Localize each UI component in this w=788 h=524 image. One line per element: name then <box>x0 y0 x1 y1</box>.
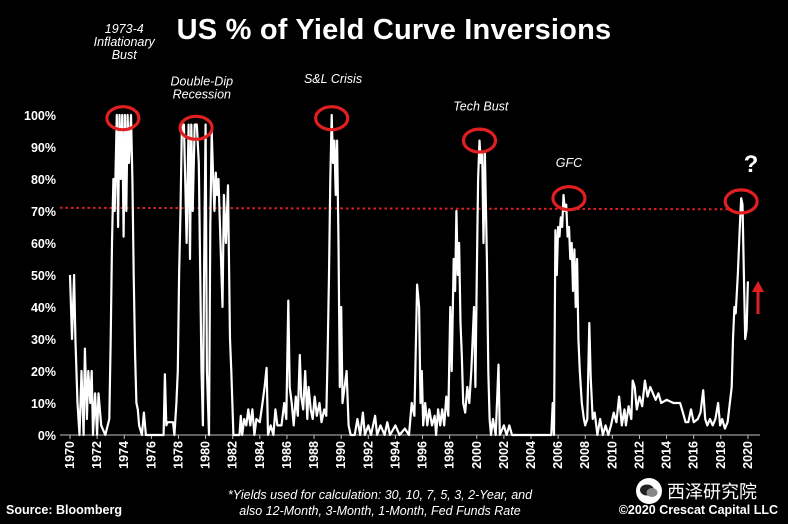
x-tick-label: 1990 <box>334 441 348 469</box>
x-tick-label: 1980 <box>199 441 213 469</box>
x-tick-label: 2014 <box>660 441 674 469</box>
footnote: *Yields used for calculation: 30, 10, 7,… <box>205 487 555 519</box>
x-tick-label: 2004 <box>524 441 538 469</box>
x-tick-label: 1992 <box>361 441 375 469</box>
question-mark: ? <box>744 151 759 178</box>
rising-arrow <box>752 281 764 314</box>
footnote-line-2: also 12-Month, 3-Month, 1-Month, Fed Fun… <box>239 504 521 518</box>
y-tick-label: 100% <box>24 109 56 123</box>
annotation-label: Bust <box>112 48 138 62</box>
x-tick-label: 1976 <box>144 441 158 469</box>
x-tick-label: 1996 <box>416 441 430 469</box>
highlight-circle <box>105 105 141 132</box>
highlight-circle <box>314 105 350 132</box>
annotation-label: GFC <box>556 156 583 170</box>
x-tick-label: 2002 <box>497 441 511 469</box>
x-tick-label: 1972 <box>90 441 104 469</box>
annotation-label: Double-Dip <box>171 75 234 89</box>
copyright-label: ©2020 Crescat Capital LLC <box>618 503 778 517</box>
x-tick-label: 2016 <box>687 441 701 469</box>
x-tick-label: 1988 <box>307 441 321 469</box>
y-tick-label: 70% <box>31 205 56 219</box>
threshold-line-group <box>59 206 733 211</box>
y-tick-label: 40% <box>31 301 56 315</box>
x-tick-label: 1986 <box>280 441 294 469</box>
annotation-label: S&L Crisis <box>304 72 362 86</box>
x-tick-label: 1970 <box>63 441 77 469</box>
y-tick-label: 60% <box>31 237 56 251</box>
highlight-circle <box>551 185 587 212</box>
x-tick-label: 2018 <box>714 441 728 469</box>
x-tick-label: 1998 <box>443 441 457 469</box>
y-tick-label: 10% <box>31 397 56 411</box>
annotation-label: Inflationary <box>94 35 156 49</box>
wechat-logo-icon <box>636 478 662 504</box>
threshold-line <box>59 206 733 211</box>
x-tick-label: 2008 <box>578 441 592 469</box>
x-tick-label: 1978 <box>171 441 185 469</box>
footnote-line-1: *Yields used for calculation: 30, 10, 7,… <box>227 488 533 502</box>
y-tick-label: 0% <box>38 429 56 443</box>
y-tick-label: 30% <box>31 333 56 347</box>
annotation-label: Recession <box>173 88 231 102</box>
y-tick-label: 20% <box>31 365 56 379</box>
annotation-label: Tech Bust <box>453 100 509 114</box>
x-tick-label: 2006 <box>551 441 565 469</box>
highlight-circle <box>461 127 498 154</box>
x-tick-label: 2020 <box>741 441 755 469</box>
highlight-circle <box>723 188 759 215</box>
x-tick-label: 2000 <box>470 441 484 469</box>
watermark-text: 西泽研究院 <box>667 482 757 503</box>
series-line <box>68 113 749 437</box>
x-tick-label: 1994 <box>388 441 402 469</box>
y-tick-label: 90% <box>31 141 56 155</box>
series-group <box>68 113 749 437</box>
x-tick-label: 1982 <box>226 441 240 469</box>
source-label: Source: Bloomberg <box>6 503 122 517</box>
annotation-label: 1973-4 <box>105 22 144 36</box>
highlight-circles <box>105 105 759 215</box>
x-tick-label: 2010 <box>605 441 619 469</box>
chart-title: US % of Yield Curve Inversions <box>176 14 612 46</box>
watermark: 西泽研究院 <box>636 478 757 504</box>
y-tick-label: 50% <box>31 269 56 283</box>
y-tick-label: 80% <box>31 173 56 187</box>
highlight-circle <box>178 114 214 141</box>
chart-axes: 0% 10% 20% 30% 40% 50% 60% 70% 80% 90% 100% 1970 197… <box>24 109 760 469</box>
x-tick-label: 1984 <box>253 441 267 469</box>
x-tick-label: 1974 <box>117 441 131 469</box>
x-tick-label: 2012 <box>632 441 646 469</box>
